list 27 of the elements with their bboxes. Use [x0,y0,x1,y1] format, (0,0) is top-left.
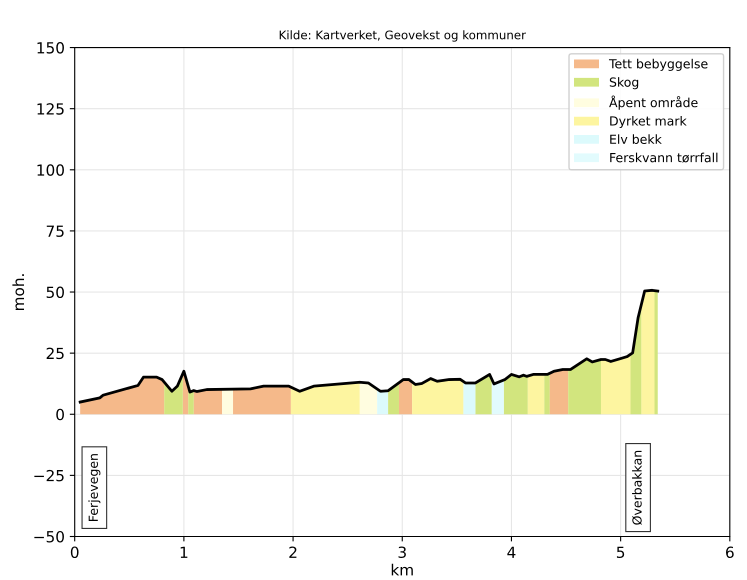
chart-title: Kilde: Kartverket, Geovekst og kommuner [280,30,526,42]
x-tick-label: 2 [289,546,296,558]
legend-label: Åpent område [609,96,698,110]
legend-label: Skog [610,77,638,90]
y-tick-label: 75 [46,226,64,237]
annotation: Øverbakkan [632,450,642,525]
x-tick-label: 6 [726,546,734,558]
x-tick-label: 3 [398,546,406,558]
y-tick-label: 125 [37,103,64,115]
y-tick-label: −50 [34,530,64,543]
legend-label: Elv bekk [610,134,662,144]
y-axis-title: moh. [12,274,24,310]
x-tick-label: 5 [616,546,624,558]
x-tick-label: 0 [70,546,79,558]
annotation: Ferjevegen [88,454,100,521]
y-tick-label: −25 [34,470,64,482]
y-tick-label: 100 [37,164,64,176]
x-tick-label: 1 [180,546,188,558]
legend-label: Tett bebyggelse [608,58,708,71]
y-tick-label: 0 [56,408,64,420]
legend-label: Ferskvann tørrfall [610,152,718,163]
y-tick-label: 150 [37,42,64,54]
y-tick-label: 25 [46,348,64,360]
legend-label: Dyrket mark [610,116,687,128]
x-axis-title: km [392,564,413,576]
x-tick-label: 4 [507,546,516,558]
y-tick-label: 50 [46,286,64,298]
